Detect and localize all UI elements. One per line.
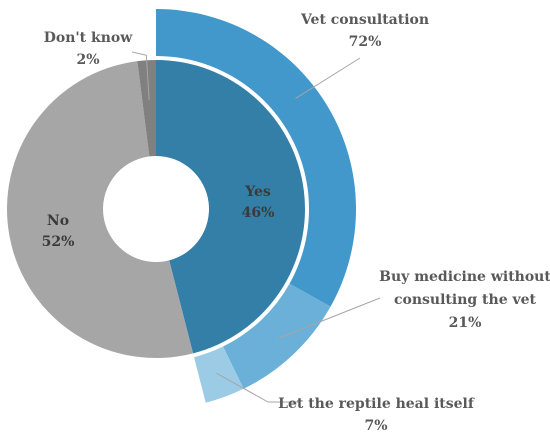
label-vet-consultation-value: 72% bbox=[349, 34, 382, 50]
label-buy-medicine-line1: Buy medicine without bbox=[379, 269, 550, 285]
leader-vet-consultation bbox=[295, 57, 361, 99]
label-vet-consultation-name: Vet consultation bbox=[300, 12, 429, 28]
outer-slice-buy-medicine-without-consulting-the-vet bbox=[223, 283, 331, 389]
inner-slice-no bbox=[6, 61, 194, 359]
leader-dont-know bbox=[131, 51, 150, 101]
outer-slice-vet-consultation bbox=[156, 9, 357, 307]
label-yes-name: Yes bbox=[244, 184, 271, 200]
chart-slices bbox=[6, 9, 357, 403]
label-yes-value: 46% bbox=[242, 205, 275, 221]
label-heal-itself-name: Let the reptile heal itself bbox=[278, 396, 475, 412]
inner-slice-don-t-know bbox=[137, 60, 156, 157]
label-buy-medicine-value: 21% bbox=[449, 315, 482, 331]
label-no-name: No bbox=[47, 213, 69, 229]
leader-lines bbox=[131, 51, 381, 403]
leader-heal-itself bbox=[216, 372, 298, 403]
inner-slice-yes bbox=[156, 60, 305, 354]
label-buy-medicine-line2: consulting the vet bbox=[394, 292, 537, 308]
label-no-value: 52% bbox=[42, 234, 75, 250]
label-dontknow-value: 2% bbox=[76, 52, 99, 68]
leader-buy-medicine bbox=[278, 297, 381, 339]
label-heal-itself-value: 7% bbox=[364, 418, 387, 434]
label-dontknow-name: Don't know bbox=[44, 30, 134, 46]
